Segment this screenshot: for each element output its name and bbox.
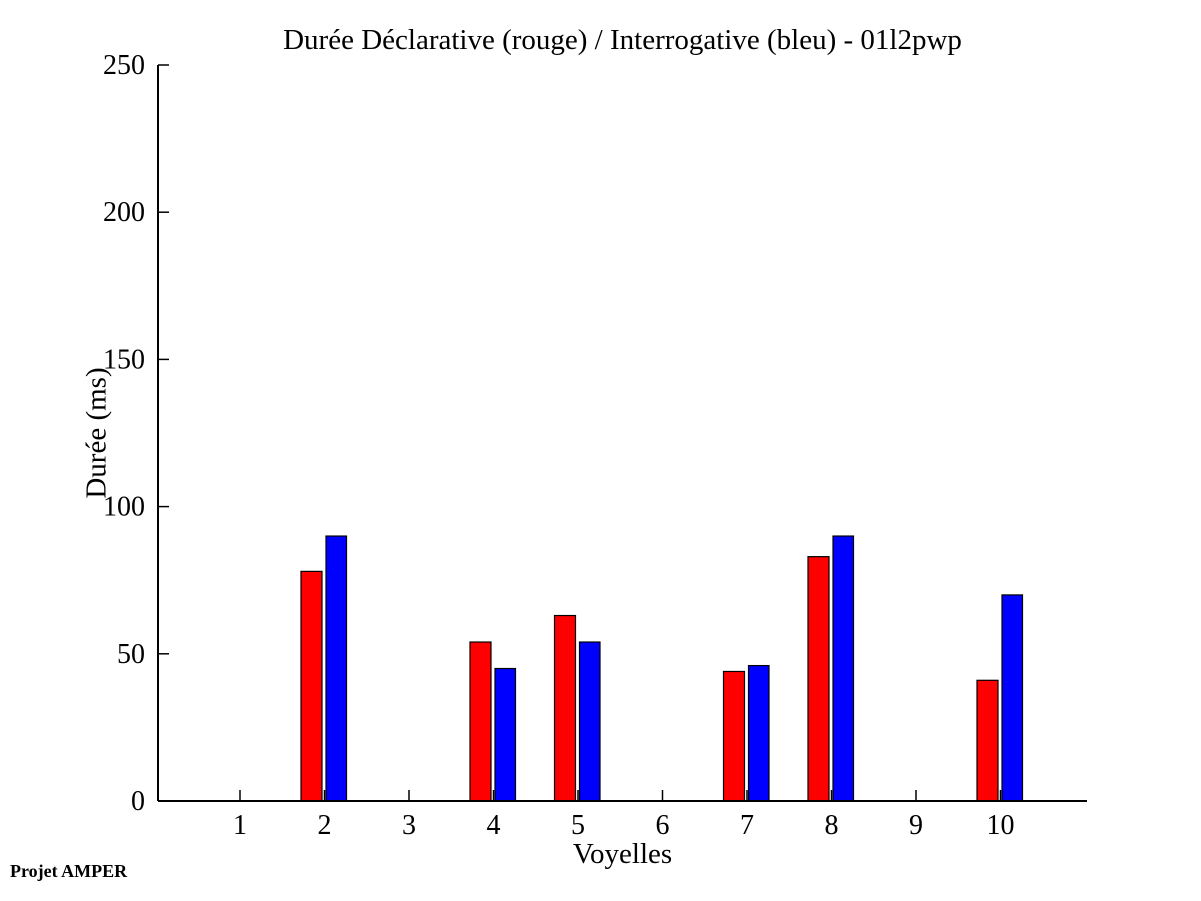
- x-tick-label: 1: [233, 810, 247, 841]
- bar-déclarative-4: [469, 641, 492, 802]
- bar-interrogative-7: [747, 664, 770, 802]
- bar-déclarative-5: [553, 614, 577, 802]
- x-tick-label: 8: [825, 810, 839, 841]
- x-tick-label: 10: [987, 810, 1015, 841]
- x-tick-label: 6: [656, 810, 670, 841]
- bar-interrogative-4: [494, 667, 517, 802]
- bar-interrogative-5: [578, 641, 601, 802]
- bar-interrogative-8: [832, 535, 855, 802]
- chart-title: Durée Déclarative (rouge) / Interrogativ…: [283, 24, 962, 56]
- y-tick-label: 100: [103, 492, 145, 523]
- x-tick-label: 2: [318, 810, 332, 841]
- bar-déclarative-2: [300, 570, 323, 802]
- y-tick-label: 250: [103, 50, 145, 81]
- bar-interrogative-2: [325, 535, 348, 802]
- footer-note: Projet AMPER: [10, 861, 128, 881]
- x-tick-label: 5: [571, 810, 585, 841]
- bar-interrogative-10: [1001, 594, 1024, 802]
- bar-déclarative-10: [976, 679, 999, 802]
- y-tick-label: 50: [117, 639, 145, 670]
- x-axis-title: Voyelles: [572, 838, 673, 870]
- bar-déclarative-7: [722, 670, 746, 802]
- y-tick-label: 0: [131, 786, 145, 817]
- y-tick-label: 150: [103, 344, 145, 375]
- x-tick-label: 7: [740, 810, 754, 841]
- bar-déclarative-8: [807, 556, 830, 802]
- x-tick-label: 3: [402, 810, 416, 841]
- x-tick-label: 4: [487, 810, 501, 841]
- x-tick-label: 9: [909, 810, 923, 841]
- y-tick-label: 200: [103, 197, 145, 228]
